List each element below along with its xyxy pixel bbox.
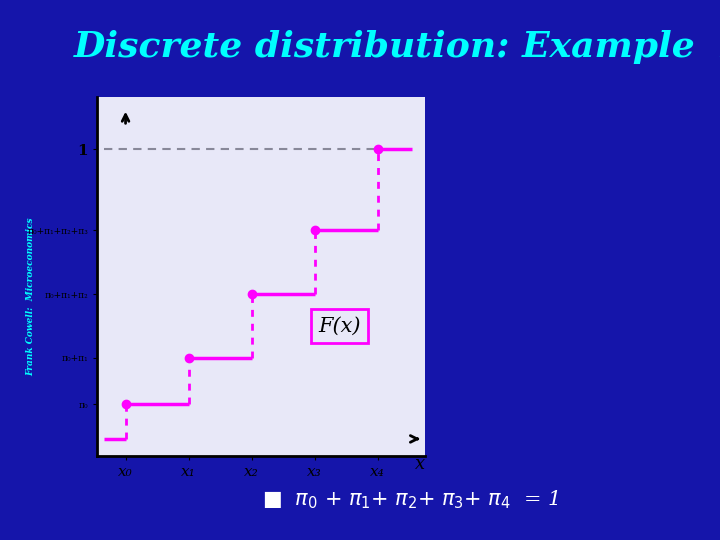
Text: Discrete distribution: Example  2: Discrete distribution: Example 2 <box>74 30 720 64</box>
Text: x: x <box>415 455 426 473</box>
Text: $\blacksquare$  $\pi_0$ + $\pi_1$+ $\pi_2$+ $\pi_3$+ $\pi_4$  = 1: $\blacksquare$ $\pi_0$ + $\pi_1$+ $\pi_2… <box>262 488 559 511</box>
Text: F(x): F(x) <box>318 316 361 335</box>
Text: •There are five possible
  values: $x_0$ ,..., $x_4$.
•Below $x_0$ probability i: •There are five possible values: $x_0$ ,… <box>460 84 616 250</box>
Text: Frank Cowell:  Microeconomics: Frank Cowell: Microeconomics <box>26 218 35 376</box>
